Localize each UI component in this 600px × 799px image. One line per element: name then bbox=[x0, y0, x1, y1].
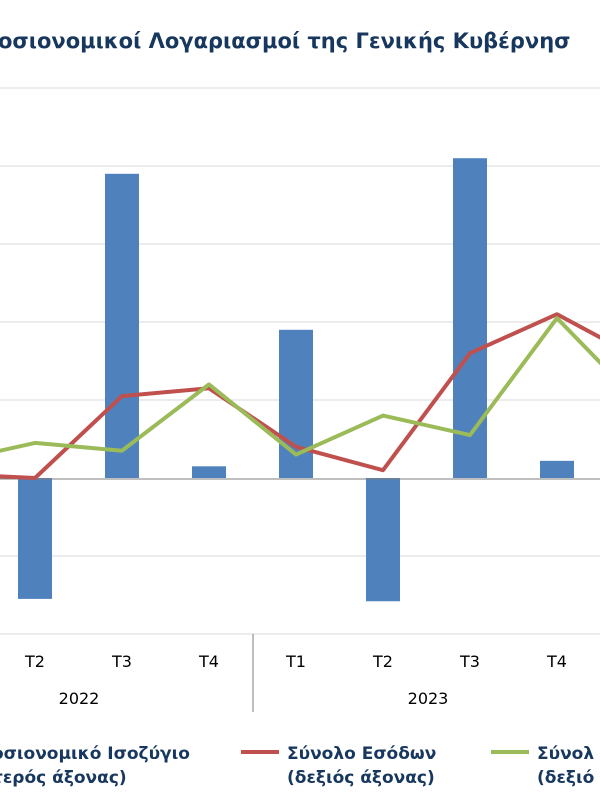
legend-label: Σύνολ bbox=[537, 744, 594, 764]
line-series bbox=[0, 312, 600, 480]
bar bbox=[453, 158, 487, 478]
bar bbox=[192, 466, 226, 478]
chart-title: οσιονομικοί Λογαριασμοί της Γενικής Κυβέ… bbox=[0, 29, 571, 53]
legend-label: (δεξιός άξονας) bbox=[287, 768, 435, 788]
x-axis: T2 T3 T4 T1 T2 T3 T4 2022 2023 bbox=[24, 634, 567, 712]
bar bbox=[540, 460, 574, 478]
x-tick-label: T3 bbox=[459, 652, 480, 671]
x-tick-label: T4 bbox=[546, 652, 567, 671]
bar-series bbox=[18, 158, 574, 602]
x-tick-label: T4 bbox=[198, 652, 219, 671]
bar bbox=[366, 478, 400, 602]
x-tick-label: T2 bbox=[372, 652, 393, 671]
x-tick-label: T2 bbox=[24, 652, 45, 671]
series-line bbox=[0, 316, 600, 457]
x-group-label: 2023 bbox=[408, 689, 449, 708]
x-group-label: 2022 bbox=[59, 689, 100, 708]
legend-label: τερός άξονας) bbox=[0, 768, 127, 788]
series-line bbox=[0, 312, 600, 480]
x-tick-label: T3 bbox=[111, 652, 132, 671]
legend: οσιονομικό Ισοζύγιο τερός άξονας) Σύνολο Ε… bbox=[0, 744, 594, 788]
legend-label: Σύνολο Εσόδων bbox=[287, 744, 436, 764]
bar bbox=[18, 478, 52, 599]
bar bbox=[105, 173, 139, 479]
x-tick-label: T1 bbox=[285, 652, 306, 671]
legend-label: (δεξιό bbox=[537, 768, 594, 788]
legend-label: οσιονομικό Ισοζύγιο bbox=[0, 744, 190, 764]
